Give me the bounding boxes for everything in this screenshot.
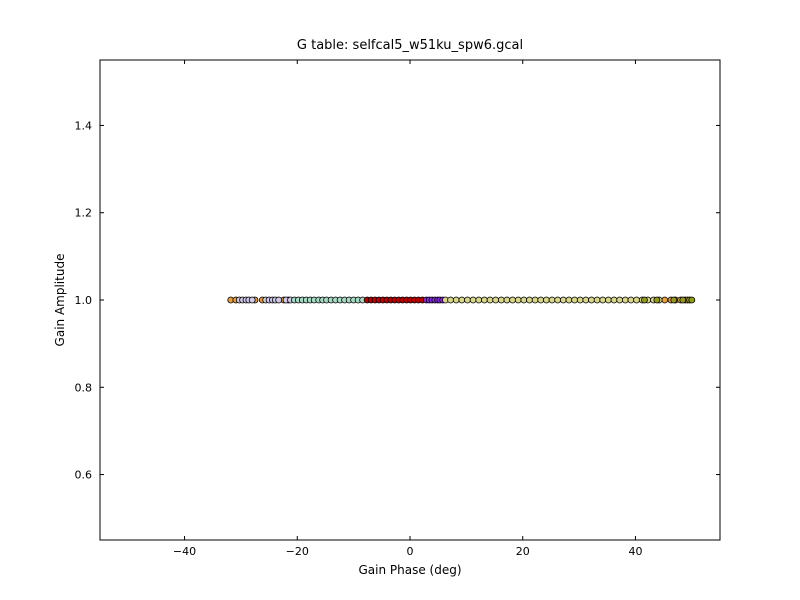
data-point — [670, 296, 678, 304]
data-point — [509, 296, 516, 304]
data-point — [514, 296, 522, 304]
data-point — [464, 296, 471, 304]
data-point — [531, 296, 539, 304]
data-point — [526, 296, 533, 304]
data-point — [605, 296, 612, 304]
x-tick-label: −40 — [173, 545, 196, 558]
data-point — [559, 296, 567, 304]
data-point — [275, 296, 283, 304]
data-point — [452, 296, 460, 304]
y-axis-label: Gain Amplitude — [53, 254, 67, 347]
data-point — [543, 296, 550, 304]
data-point — [576, 296, 584, 304]
data-point — [582, 296, 590, 304]
data-point — [248, 296, 256, 304]
data-point — [593, 296, 601, 304]
data-point — [469, 296, 477, 304]
y-tick-label: 1.4 — [75, 119, 93, 132]
data-point — [688, 296, 696, 304]
data-point — [492, 296, 500, 304]
data-point — [588, 296, 595, 304]
data-point — [537, 296, 545, 304]
x-tick-label: −20 — [286, 545, 309, 558]
x-tick-label: 20 — [516, 545, 530, 558]
data-point — [486, 296, 494, 304]
data-point — [458, 296, 466, 304]
data-point — [679, 296, 687, 304]
y-tick-label: 1.0 — [75, 294, 93, 307]
data-point — [610, 296, 618, 304]
data-point — [565, 296, 573, 304]
data-point — [475, 296, 483, 304]
data-point — [520, 296, 528, 304]
data-point — [599, 296, 607, 304]
data-points — [227, 296, 696, 304]
axis-ticks: −40 −20 0 20 40 0.6 0.8 1.0 1.2 1.4 — [75, 60, 720, 558]
x-axis-label: Gain Phase (deg) — [358, 563, 461, 577]
x-tick-label: 0 — [407, 545, 414, 558]
data-point — [653, 296, 661, 304]
y-tick-label: 1.2 — [75, 207, 93, 220]
data-point — [497, 296, 505, 304]
data-point — [616, 296, 624, 304]
chart-title: G table: selfcal5_w51ku_spw6.gcal — [297, 38, 523, 53]
plot-frame — [99, 59, 721, 541]
data-point — [641, 296, 648, 304]
data-point — [480, 296, 488, 304]
data-point — [661, 296, 669, 304]
data-point — [633, 296, 640, 304]
data-point — [548, 296, 556, 304]
data-point — [627, 296, 635, 304]
data-point — [621, 296, 629, 304]
data-point — [554, 296, 562, 304]
data-point — [447, 296, 454, 304]
y-tick-label: 0.8 — [75, 381, 93, 394]
y-tick-label: 0.6 — [75, 469, 93, 482]
x-tick-label: 40 — [628, 545, 642, 558]
data-point — [571, 296, 578, 304]
data-point — [503, 296, 511, 304]
